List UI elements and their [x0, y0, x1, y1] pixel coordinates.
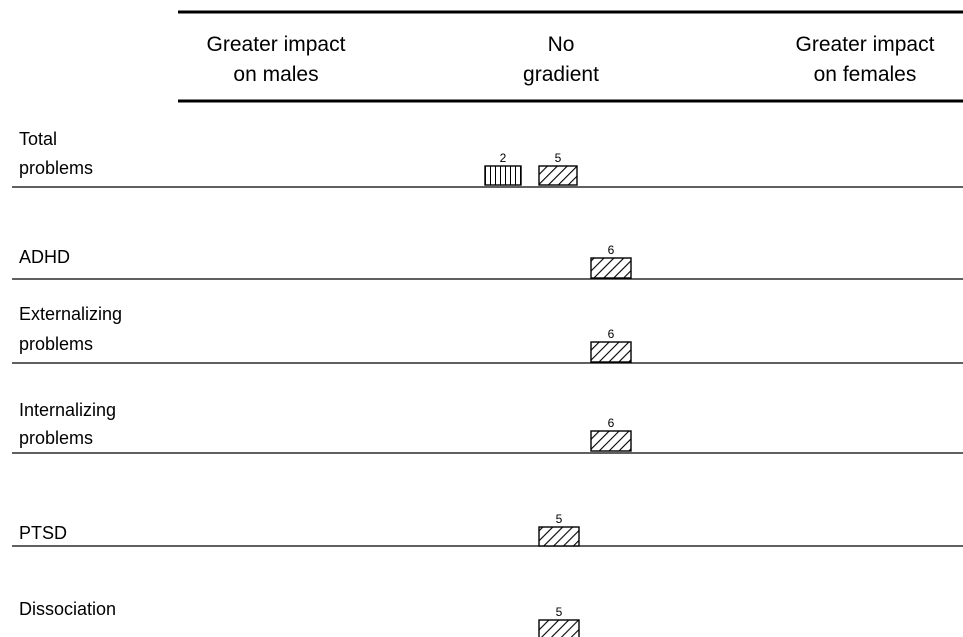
row-2: Externalizing problems 6 — [12, 304, 963, 364]
study-count-label: 5 — [556, 605, 563, 619]
row-5: Dissociation 5 — [19, 599, 580, 637]
study-count-label: 5 — [555, 151, 562, 165]
row-0: Total problems 2 5 — [12, 129, 963, 188]
study-box-diagonal — [590, 341, 632, 363]
row-3: Internalizing problems 6 — [12, 400, 963, 454]
row-label-2-line-1: problems — [19, 334, 93, 354]
study-count-label: 5 — [556, 512, 563, 526]
study-count-label: 6 — [608, 327, 615, 341]
study-box-diagonal — [538, 526, 580, 547]
study-box-diagonal — [538, 619, 580, 637]
row-label-4-line-0: PTSD — [19, 523, 67, 543]
study-box-vertical — [484, 165, 522, 186]
column-header-1-line-1: gradient — [523, 63, 599, 86]
column-header-2-line-1: on females — [814, 63, 917, 86]
column-header-2-line-0: Greater impact — [796, 33, 935, 56]
study-box-diagonal — [590, 430, 632, 452]
study-count-label: 2 — [500, 151, 507, 165]
row-label-3-line-0: Internalizing — [19, 400, 116, 420]
column-header-0-line-0: Greater impact — [207, 33, 346, 56]
study-count-label: 6 — [608, 416, 615, 430]
row-4: PTSD 5 — [12, 512, 963, 547]
row-label-5-line-0: Dissociation — [19, 599, 116, 619]
row-label-3-line-1: problems — [19, 428, 93, 448]
row-label-0-line-0: Total — [19, 129, 57, 149]
study-count-label: 6 — [608, 243, 615, 257]
study-box-diagonal — [590, 257, 632, 279]
row-label-0-line-1: problems — [19, 158, 93, 178]
row-1: ADHD 6 — [12, 243, 963, 280]
row-label-2-line-0: Externalizing — [19, 304, 122, 324]
study-box-diagonal — [538, 165, 578, 186]
row-label-1-line-0: ADHD — [19, 247, 70, 267]
column-header-1-line-0: No — [548, 33, 575, 56]
column-header-0-line-1: on males — [233, 63, 318, 86]
